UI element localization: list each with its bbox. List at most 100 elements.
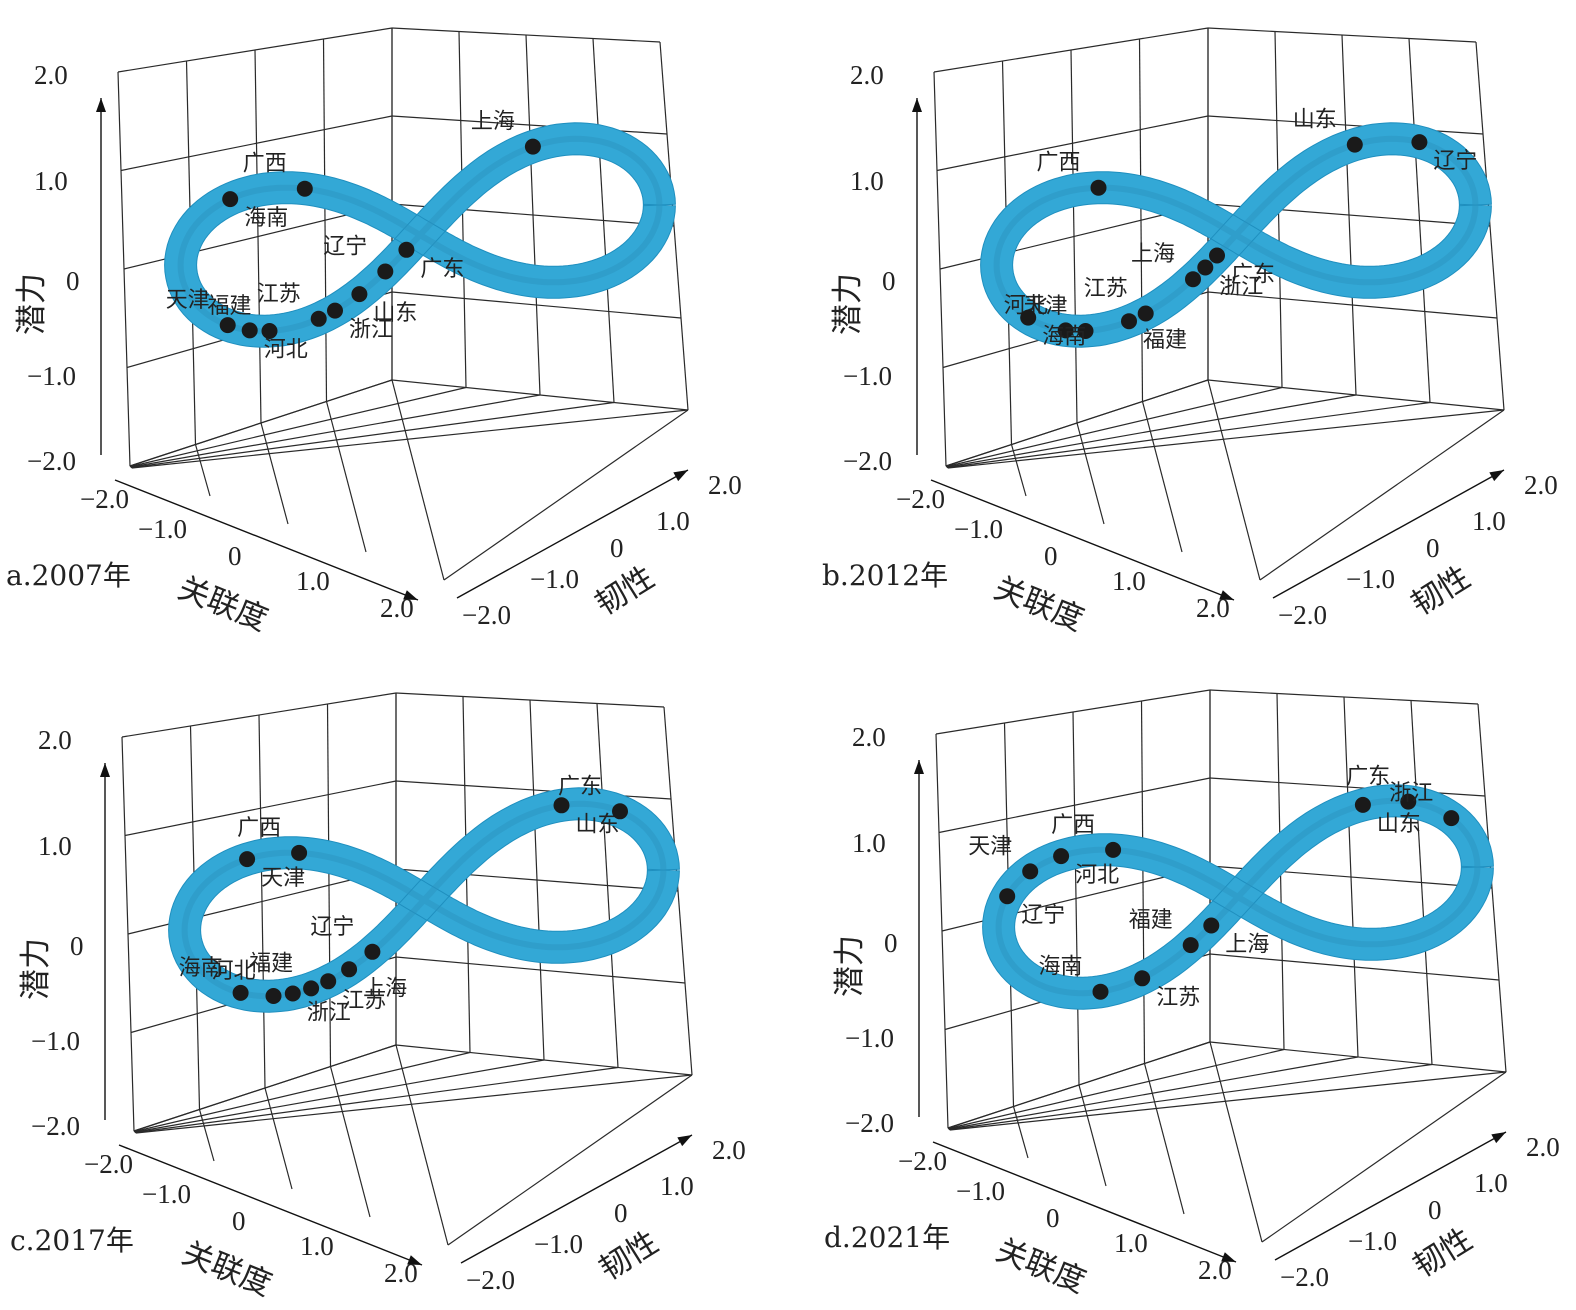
grid-line <box>659 41 689 411</box>
z-tick-label: 1.0 <box>852 828 886 858</box>
y-tick-label: 2.0 <box>1524 470 1558 500</box>
y-axis-label: 韧性 <box>593 1224 665 1287</box>
x-tick-label: 1.0 <box>1114 1228 1148 1258</box>
grid-line <box>947 401 1431 469</box>
data-point <box>1105 841 1122 858</box>
data-point <box>1209 247 1225 264</box>
point-label: 天津 <box>968 834 1012 859</box>
z-tick-label: −1.0 <box>845 1023 894 1053</box>
x-tick-label: −2.0 <box>84 1149 133 1179</box>
data-point <box>320 973 337 990</box>
data-point <box>398 241 415 258</box>
z-tick-label: 1.0 <box>38 831 72 861</box>
point-label: 上海 <box>363 976 407 1001</box>
z-tick-label: 1.0 <box>850 166 884 196</box>
grid-line <box>948 1048 1285 1130</box>
z-tick-label: −2.0 <box>843 446 892 476</box>
grid-line <box>1259 409 1505 581</box>
grid-line <box>395 1044 449 1246</box>
grid-line <box>395 956 686 984</box>
y-tick-label: 1.0 <box>656 506 690 536</box>
y-tick-label: 0 <box>1428 1195 1442 1225</box>
z-axis-label: 潜力 <box>832 935 868 997</box>
data-point <box>296 180 313 197</box>
x-tick-label: −2.0 <box>80 484 129 514</box>
z-tick-label: 2.0 <box>34 60 68 90</box>
data-point <box>1134 970 1151 987</box>
point-label: 天津 <box>261 866 305 891</box>
grid-line <box>134 1059 545 1133</box>
y-tick-label: −2.0 <box>462 600 511 630</box>
grid-line <box>946 394 1357 468</box>
grid-line <box>1012 1106 1029 1159</box>
y-tick-label: −2.0 <box>1280 1262 1329 1292</box>
band-shade <box>181 800 667 1000</box>
chart-panel: −2.0 −1.0 0 1.0 2.0 −2.0 −1.0 0 1.0 2.0 −2.0 −1.0 0 1… <box>10 692 746 1303</box>
grid-line <box>1207 291 1498 319</box>
x-tick-label: 2.0 <box>1198 1255 1232 1285</box>
grid-line <box>663 706 693 1076</box>
point-label: 广西 <box>1051 813 1095 838</box>
z-tick-label: 2.0 <box>852 722 886 752</box>
point-label: 辽宁 <box>1433 149 1477 174</box>
point-label: 广东 <box>420 257 464 282</box>
x-tick-label: 2.0 <box>384 1258 418 1288</box>
y-axis-label: 韧性 <box>1407 1221 1479 1284</box>
grid-line <box>443 409 689 581</box>
x-tick-label: 0 <box>1044 541 1058 571</box>
y-tick-label: −2.0 <box>1278 600 1327 630</box>
grid-line <box>1078 1084 1107 1187</box>
data-point <box>1137 305 1154 322</box>
point-label: 海南 <box>1039 955 1083 980</box>
point-label: 海南 <box>1042 325 1086 350</box>
grid-line <box>329 1066 371 1218</box>
point-label: 福建 <box>1143 328 1187 353</box>
point-label: 天津 <box>166 288 210 313</box>
grid-line <box>135 1066 619 1134</box>
grid-line <box>948 1056 1359 1130</box>
point-label: 广东 <box>558 774 602 799</box>
grid-line <box>1209 1041 1263 1243</box>
chart-panel: −2.0 −1.0 0 1.0 2.0 −2.0 −1.0 0 1.0 2.0 −2.0 −1.0 0 1… <box>822 27 1558 638</box>
grid-line <box>135 1074 693 1134</box>
band-shade <box>995 797 1481 997</box>
y-axis-arrow <box>1272 469 1505 599</box>
point-label: 广西 <box>243 152 287 177</box>
point-label: 上海 <box>1225 933 1269 958</box>
panel-label: d.2021年 <box>824 1221 950 1254</box>
z-tick-label: 0 <box>66 266 80 296</box>
z-tick-label: 2.0 <box>850 60 884 90</box>
grid-line <box>1010 444 1027 497</box>
x-tick-label: −1.0 <box>954 514 1003 544</box>
grid-line <box>326 703 332 1067</box>
data-point <box>327 302 343 319</box>
data-point <box>999 888 1016 905</box>
grid-line <box>134 1051 471 1133</box>
grid <box>121 692 693 1246</box>
point-label: 河北 <box>212 959 256 984</box>
point-label: 辽宁 <box>1021 903 1065 928</box>
y-tick-label: −2.0 <box>466 1265 515 1295</box>
grid-line <box>947 409 1505 469</box>
z-axis-arrow-head <box>912 98 922 112</box>
point-label: 山东 <box>1377 812 1421 837</box>
x-axis-arrow-head <box>403 590 418 600</box>
data-point <box>1197 259 1214 276</box>
y-axis-arrow <box>460 1134 693 1264</box>
data-point <box>364 943 381 960</box>
point-label: 江苏 <box>342 988 386 1013</box>
grid-line <box>1143 1063 1185 1215</box>
z-tick-label: 1.0 <box>34 166 68 196</box>
grid-line <box>1138 38 1144 402</box>
y-tick-label: 2.0 <box>708 470 742 500</box>
y-axis-arrow-head <box>677 1135 692 1147</box>
data-point <box>553 797 570 814</box>
grid-line <box>391 379 445 581</box>
x-axis-label: 关联度 <box>991 1232 1091 1300</box>
y-axis-label: 韧性 <box>589 559 661 622</box>
data-point <box>232 984 249 1001</box>
x-axis-arrow-head <box>407 1255 422 1265</box>
y-axis-arrow <box>456 469 689 599</box>
y-tick-label: 2.0 <box>1526 1132 1560 1162</box>
data-point <box>351 286 368 303</box>
